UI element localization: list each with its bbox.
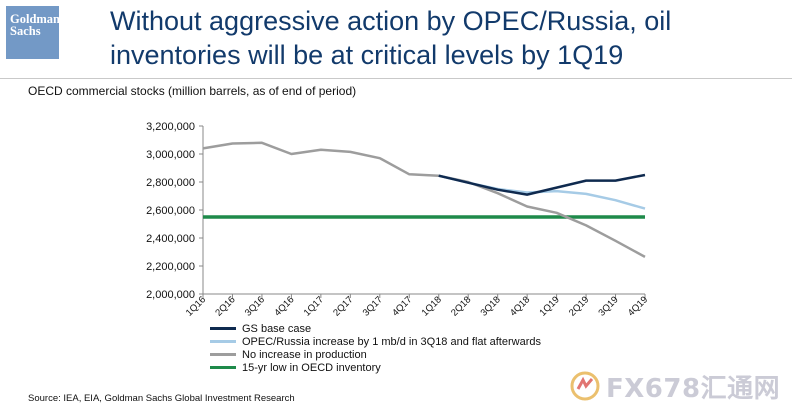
logo-line1: Goldman xyxy=(10,12,61,26)
y-tick-label: 2,000,000 xyxy=(146,289,195,301)
x-tick-label: 3Q16 xyxy=(243,294,267,318)
chart-legend: GS base case OPEC/Russia increase by 1 mb… xyxy=(210,322,541,374)
legend-item: No increase in production xyxy=(210,348,541,361)
x-tick-label: 1Q17 xyxy=(302,294,326,318)
x-tick-label: 4Q19 xyxy=(626,294,650,318)
legend-item: OPEC/Russia increase by 1 mb/d in 3Q18 a… xyxy=(210,335,541,348)
legend-item: GS base case xyxy=(210,322,541,335)
x-tick-label: 3Q18 xyxy=(479,294,503,318)
chart-subtitle: OECD commercial stocks (million barrels,… xyxy=(28,84,357,98)
legend-label: No increase in production xyxy=(242,348,367,361)
legend-label: OPEC/Russia increase by 1 mb/d in 3Q18 a… xyxy=(242,335,541,348)
x-tick-label: 4Q17 xyxy=(390,294,414,318)
legend-label: 15-yr low in OECD inventory xyxy=(242,361,381,374)
legend-swatch xyxy=(210,327,236,330)
logo-line2: Sachs xyxy=(10,24,41,38)
x-tick-label: 2Q17 xyxy=(331,294,355,318)
watermark: FX678汇通网 xyxy=(570,366,785,406)
header-divider xyxy=(0,78,792,79)
series-line-3 xyxy=(202,141,646,258)
source-note: Source: IEA, EIA, Goldman Sachs Global I… xyxy=(28,393,295,404)
fx678-logo-icon xyxy=(570,371,600,401)
x-tick-label: 4Q16 xyxy=(272,294,296,318)
y-tick-label: 3,200,000 xyxy=(146,121,195,133)
goldman-sachs-logo: Goldman Sachs xyxy=(6,6,61,59)
y-tick-label: 3,000,000 xyxy=(146,149,195,161)
watermark-text: FX678汇通网 xyxy=(606,373,781,404)
y-tick-label: 2,200,000 xyxy=(146,261,195,273)
x-tick-label: 1Q18 xyxy=(420,294,444,318)
page-title: Without aggressive action by OPEC/Russia… xyxy=(110,6,672,70)
x-tick-label: 3Q19 xyxy=(596,294,620,318)
legend-label: GS base case xyxy=(242,322,312,335)
x-tick-label: 3Q17 xyxy=(361,294,385,318)
x-tick-label: 2Q19 xyxy=(567,294,591,318)
x-tick-label: 4Q18 xyxy=(508,294,532,318)
y-tick-label: 2,800,000 xyxy=(146,177,195,189)
legend-item: 15-yr low in OECD inventory xyxy=(210,361,541,374)
legend-swatch xyxy=(210,340,236,343)
x-tick-label: 1Q19 xyxy=(538,294,562,318)
x-tick-label: 2Q18 xyxy=(449,294,473,318)
legend-swatch xyxy=(210,366,236,369)
x-tick-label: 2Q16 xyxy=(213,294,237,318)
y-tick-label: 2,400,000 xyxy=(146,233,195,245)
legend-swatch xyxy=(210,353,236,356)
y-tick-label: 2,600,000 xyxy=(146,205,195,217)
series-line-1 xyxy=(438,173,646,196)
